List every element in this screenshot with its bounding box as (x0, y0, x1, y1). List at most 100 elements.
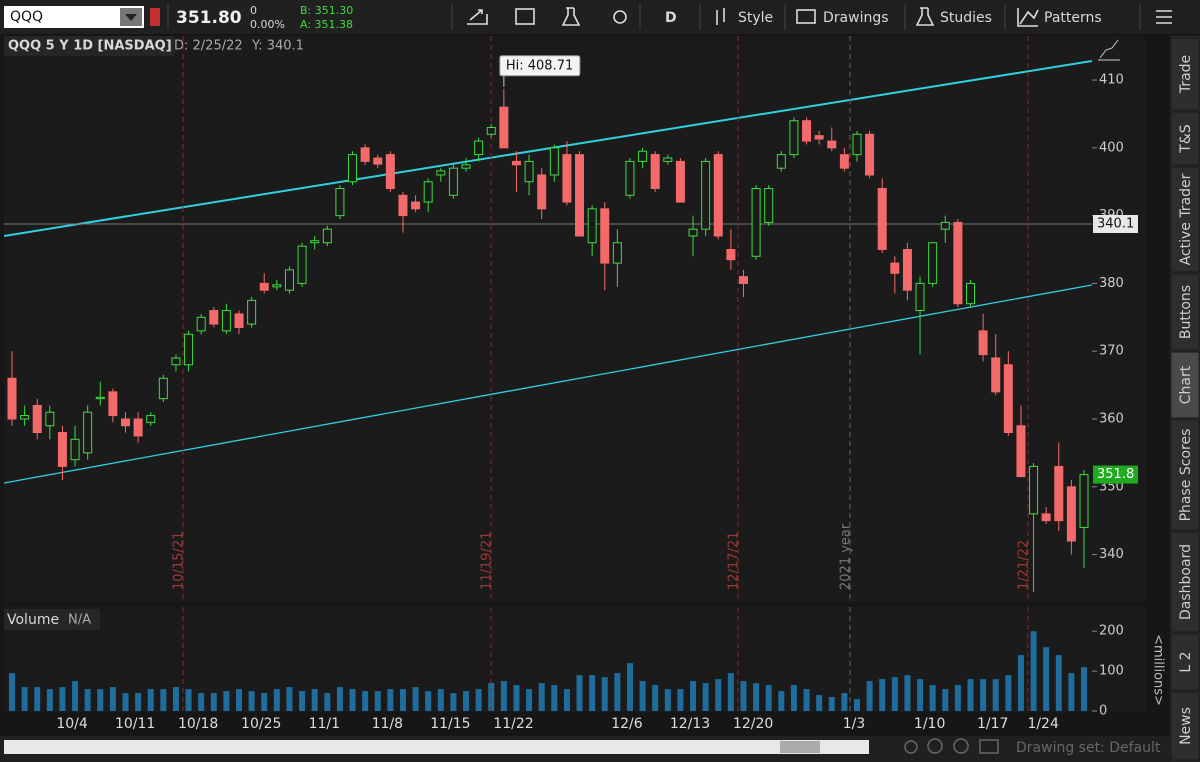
zoom-out-button[interactable] (953, 738, 969, 754)
side-tab[interactable] (1170, 531, 1200, 633)
side-tab[interactable] (1170, 419, 1200, 531)
toolbar (0, 0, 1200, 34)
news-icon[interactable] (515, 8, 535, 25)
candle-body (751, 188, 761, 257)
menu-icon[interactable] (1156, 10, 1172, 24)
event-label: 1/21/22 (1017, 540, 1032, 590)
volume-bar (841, 693, 848, 711)
style-icon[interactable] (716, 8, 725, 25)
gear-icon[interactable] (613, 10, 627, 24)
x-tick-label: 11/22 (493, 716, 533, 732)
volume-bar (349, 689, 356, 711)
zoom-in-button[interactable] (927, 738, 943, 754)
symbol-input[interactable] (4, 6, 144, 28)
side-tab[interactable] (1170, 633, 1200, 691)
x-tick-label: 12/6 (611, 716, 643, 732)
event-label: 11/19/21 (480, 532, 495, 590)
x-tick-label: 10/4 (56, 716, 88, 732)
candle-body (247, 299, 257, 325)
candle-body (625, 160, 635, 196)
candle-body (1066, 486, 1076, 542)
candle-body (411, 201, 421, 210)
scrollbar-track[interactable] (4, 740, 869, 754)
volume-bar (109, 687, 116, 711)
price-plot (4, 36, 1092, 602)
volume-bar (1043, 647, 1050, 711)
volume-bar (904, 675, 911, 711)
upper-channel-line (4, 60, 1092, 237)
volume-bar (614, 673, 621, 711)
volume-bar (399, 689, 406, 711)
volume-bar (147, 689, 154, 711)
drawings-icon[interactable] (796, 9, 816, 24)
volume-tick-label: 200 (1099, 624, 1124, 639)
patterns-button[interactable]: Patterns (1044, 10, 1102, 26)
volume-bar (185, 689, 192, 711)
studies-button[interactable]: Studies (940, 10, 992, 26)
volume-bar (374, 691, 381, 711)
candle-body (385, 154, 395, 190)
volume-bar (1017, 655, 1024, 711)
x-tick-label: 1/10 (914, 716, 945, 732)
side-tab[interactable] (1170, 273, 1200, 351)
volume-bar (639, 681, 646, 711)
volume-bar (513, 685, 520, 711)
candle-body (902, 249, 912, 291)
volume-unit: <millions> (1151, 634, 1166, 706)
volume-plot (9, 631, 1087, 711)
scrollbar-thumb[interactable] (780, 741, 820, 753)
candle-body (461, 164, 471, 169)
candle-body (436, 170, 446, 176)
candle-body (701, 160, 711, 230)
candle-body (259, 282, 269, 291)
volume-bar (753, 683, 760, 711)
aggregation[interactable]: D (665, 10, 677, 26)
style-button[interactable]: Style (738, 10, 773, 26)
last-price-tag: 351.8 (1097, 467, 1134, 482)
dropdown-arrow (125, 14, 137, 21)
volume-bar (790, 685, 797, 711)
toolbar-icons (467, 7, 1172, 27)
drawing-set[interactable]: Drawing set: Default (1016, 740, 1161, 756)
side-tab[interactable] (1170, 166, 1200, 273)
candle-body (1003, 364, 1013, 434)
candle-body (827, 140, 837, 149)
candle-body (688, 228, 698, 237)
event-label: 12/17/21 (727, 532, 742, 590)
side-tab[interactable] (1170, 37, 1200, 111)
share-icon[interactable] (467, 9, 488, 25)
fit-button[interactable] (979, 739, 999, 754)
volume-bar (450, 693, 457, 711)
candle-body (133, 418, 143, 437)
volume-bar (387, 689, 394, 711)
candle-body (310, 240, 320, 244)
chart-title: QQQ 5 Y 1D [NASDAQ] (8, 39, 172, 54)
scale-icon[interactable] (1098, 39, 1120, 61)
side-tab-label: Chart (1178, 365, 1194, 404)
toolbar-separators (167, 4, 1141, 30)
candle-body (45, 411, 55, 427)
volume-bar (803, 689, 810, 711)
flask-icon[interactable] (561, 7, 581, 26)
crosshair-button[interactable] (904, 740, 918, 754)
volume-bar (135, 693, 142, 711)
candle-body (474, 140, 484, 156)
side-tab[interactable] (1170, 351, 1200, 419)
candle-body (865, 133, 875, 176)
studies-icon[interactable] (915, 7, 935, 26)
candle-body (852, 133, 862, 156)
candle-body (953, 221, 963, 305)
y-tick-label: 360 (1099, 411, 1124, 426)
volume-bar (765, 685, 772, 711)
alert-flag[interactable] (150, 8, 160, 26)
candle-body (70, 438, 80, 461)
side-tab[interactable] (1170, 691, 1200, 761)
side-tab[interactable] (1170, 111, 1200, 166)
y-readout: Y: 340.1 (251, 39, 304, 54)
candle-body (171, 357, 181, 366)
patterns-icon[interactable] (1017, 8, 1039, 27)
drawings-button[interactable]: Drawings (823, 10, 889, 26)
candle-body (890, 262, 900, 274)
x-tick-label: 11/1 (309, 716, 340, 732)
